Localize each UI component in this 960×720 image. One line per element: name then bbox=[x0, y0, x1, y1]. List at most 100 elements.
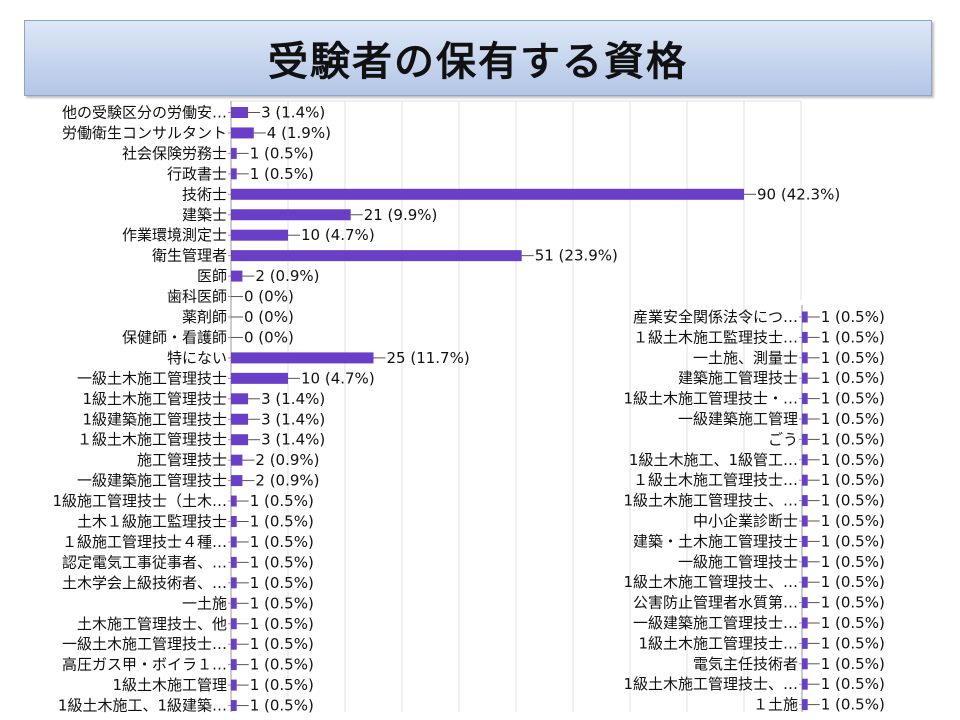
bar bbox=[231, 454, 243, 466]
bar bbox=[231, 434, 249, 446]
bar bbox=[231, 209, 351, 221]
category-label: 産業安全関係法令につ… bbox=[633, 308, 798, 326]
data-label: 25 (11.7%) bbox=[387, 349, 470, 367]
category-label: 1級土木施工管理技士、… bbox=[623, 573, 798, 591]
category-label: 1級土木施工管理技士・… bbox=[623, 390, 798, 408]
data-label: 3 (1.4%) bbox=[261, 431, 325, 449]
category-label: 1級土木施工管理技士、… bbox=[623, 492, 798, 510]
data-label: 1 (0.5%) bbox=[821, 430, 885, 448]
data-label: 1 (0.5%) bbox=[821, 655, 885, 673]
bar bbox=[802, 515, 808, 527]
category-label: 医師 bbox=[197, 267, 227, 285]
category-label: 1級施工管理技士（土木… bbox=[52, 492, 227, 510]
category-label: 一土施、測量士 bbox=[693, 349, 798, 367]
data-label: 1 (0.5%) bbox=[821, 512, 885, 530]
bar bbox=[802, 413, 808, 425]
data-label: 1 (0.5%) bbox=[821, 614, 885, 632]
category-label: 保健師・看護師 bbox=[122, 328, 227, 346]
data-label: 1 (0.5%) bbox=[250, 492, 314, 510]
bar bbox=[231, 475, 243, 487]
bar bbox=[231, 188, 744, 200]
bar bbox=[231, 250, 522, 262]
category-label: 衛生管理者 bbox=[152, 247, 227, 265]
category-label: 高圧ガス甲・ボイラ１… bbox=[62, 656, 227, 674]
data-label: 1 (0.5%) bbox=[821, 308, 885, 326]
category-label: 一級土木施工管理技士 bbox=[77, 369, 227, 387]
category-label: 1級土木施工、1級建築… bbox=[58, 697, 227, 715]
data-label: 1 (0.5%) bbox=[821, 390, 885, 408]
data-label: 0 (0%) bbox=[244, 288, 294, 306]
bar bbox=[802, 352, 808, 364]
bar bbox=[802, 699, 808, 711]
data-label: 1 (0.5%) bbox=[250, 144, 314, 162]
bar bbox=[802, 637, 808, 649]
category-label: 1級土木施工、1級管工… bbox=[629, 451, 798, 469]
data-label: 21 (9.9%) bbox=[364, 206, 438, 224]
data-label: 1 (0.5%) bbox=[250, 574, 314, 592]
data-label: 1 (0.5%) bbox=[821, 471, 885, 489]
bar bbox=[802, 474, 808, 486]
bar bbox=[231, 413, 249, 425]
data-label: 0 (0%) bbox=[244, 308, 294, 326]
bar bbox=[802, 678, 808, 690]
category-label: 公害防止管理者水質第… bbox=[633, 594, 798, 612]
category-label: ごう bbox=[768, 430, 798, 448]
category-label: 土木学会上級技術者、… bbox=[62, 574, 227, 592]
bar bbox=[231, 229, 288, 241]
bar bbox=[231, 393, 249, 405]
data-label: 1 (0.5%) bbox=[821, 349, 885, 367]
category-label: １級土木施工監理技士… bbox=[633, 328, 798, 346]
bar bbox=[802, 597, 808, 609]
category-label: 特にない bbox=[167, 349, 227, 367]
bar bbox=[231, 495, 237, 507]
category-label: １級土木施工管理技士… bbox=[633, 471, 798, 489]
category-label: １級土木施工管理技士 bbox=[77, 431, 227, 449]
data-label: 1 (0.5%) bbox=[821, 328, 885, 346]
data-label: 1 (0.5%) bbox=[821, 573, 885, 591]
data-label: 1 (0.5%) bbox=[250, 676, 314, 694]
bar bbox=[802, 311, 808, 323]
data-label: 1 (0.5%) bbox=[821, 594, 885, 612]
category-label: 一級土木施工管理技士… bbox=[62, 635, 227, 653]
data-label: 51 (23.9%) bbox=[535, 247, 618, 265]
data-label: 1 (0.5%) bbox=[250, 594, 314, 612]
data-label: 1 (0.5%) bbox=[821, 634, 885, 652]
data-label: 1 (0.5%) bbox=[821, 451, 885, 469]
bar bbox=[231, 516, 237, 527]
category-label: 技術士 bbox=[182, 185, 227, 203]
data-label: 1 (0.5%) bbox=[250, 553, 314, 571]
category-label: 認定電気工事従事者、… bbox=[62, 553, 227, 571]
bar bbox=[231, 556, 237, 568]
bar bbox=[231, 270, 243, 282]
bar bbox=[802, 372, 808, 384]
category-label: 一級建築施工管理技士 bbox=[77, 472, 227, 490]
data-label: 1 (0.5%) bbox=[250, 656, 314, 674]
bar bbox=[231, 168, 237, 180]
bar bbox=[802, 556, 808, 568]
bar bbox=[231, 536, 237, 548]
bar bbox=[802, 617, 808, 629]
data-label: 3 (1.4%) bbox=[261, 410, 325, 428]
data-label: 3 (1.4%) bbox=[261, 104, 325, 122]
data-label: 1 (0.5%) bbox=[821, 369, 885, 387]
data-label: 1 (0.5%) bbox=[821, 553, 885, 571]
data-label: 0 (0%) bbox=[244, 328, 294, 346]
data-label: 1 (0.5%) bbox=[250, 165, 314, 183]
category-label: 施工管理技士 bbox=[137, 451, 227, 469]
data-label: 1 (0.5%) bbox=[250, 533, 314, 551]
data-label: 1 (0.5%) bbox=[821, 410, 885, 428]
data-label: 2 (0.9%) bbox=[255, 472, 319, 490]
category-label: 土木１級施工監理技士 bbox=[77, 513, 227, 531]
data-label: 4 (1.9%) bbox=[267, 124, 331, 142]
category-label: 作業環境測定士 bbox=[122, 226, 227, 244]
category-label: 建築士 bbox=[182, 206, 227, 224]
category-label: 電気主任技術者 bbox=[693, 655, 798, 673]
data-label: 1 (0.5%) bbox=[250, 513, 314, 531]
category-label: 建築・土木施工管理技士 bbox=[633, 532, 798, 550]
category-label: 一土施 bbox=[182, 594, 227, 612]
bar bbox=[802, 495, 808, 507]
bar bbox=[231, 352, 374, 364]
bar bbox=[231, 577, 237, 589]
category-label: 1級土木施工管理技士… bbox=[638, 634, 798, 652]
